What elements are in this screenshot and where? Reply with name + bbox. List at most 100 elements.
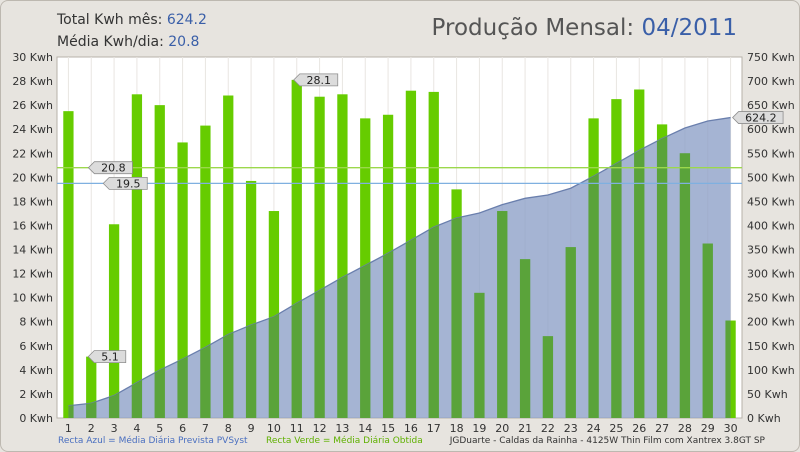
x-tick-label: 25 <box>609 422 623 435</box>
x-tick-label: 16 <box>404 422 418 435</box>
green-line-legend: Recta Verde = Média Diária Obtida <box>266 435 423 446</box>
x-tick-label: 24 <box>587 422 601 435</box>
bar-over-area-20 <box>497 211 508 418</box>
blue-line-legend: Recta Azul = Média Diária Prevista PVSys… <box>58 435 248 446</box>
x-tick-label: 27 <box>655 422 669 435</box>
total-label: Total Kwh mês: <box>57 12 163 28</box>
x-tick-label: 3 <box>111 422 118 435</box>
right-tick-label: 200 Kwh <box>747 316 795 329</box>
bar-day-13 <box>337 94 348 418</box>
left-tick-label: 16 Kwh <box>12 219 53 232</box>
bar-over-area-19 <box>474 292 485 418</box>
right-tick-label: 750 Kwh <box>747 51 795 64</box>
bar-callout-day-2: 5.1 <box>87 350 127 364</box>
bar-day-1 <box>63 111 74 419</box>
callouts: 20.8 19.5 5.1 28.1 624.2 <box>87 73 784 364</box>
bar-over-area-28 <box>679 153 691 418</box>
bar-over-area-29 <box>702 243 713 418</box>
reference-callout-blue-text: 19.5 <box>116 177 141 190</box>
bar-day-4 <box>131 94 143 418</box>
reference-callout-green: 20.8 <box>87 161 133 175</box>
right-tick-label: 700 Kwh <box>747 75 795 88</box>
x-tick-label: 29 <box>701 422 715 435</box>
left-tick-label: 14 Kwh <box>12 244 53 257</box>
left-tick-label: 20 Kwh <box>12 171 53 184</box>
daily-average-stat: Média Kwh/dia: 20.8 <box>57 34 199 50</box>
bar-over-area-25 <box>611 117 622 418</box>
left-tick-label: 26 Kwh <box>12 99 53 112</box>
bar-callout-day-11-text: 28.1 <box>307 74 332 87</box>
bar-day-5 <box>154 105 165 418</box>
right-tick-label: 650 Kwh <box>747 99 795 112</box>
bar-day-8 <box>223 95 234 419</box>
left-tick-label: 6 Kwh <box>19 340 53 353</box>
bar-over-area-24 <box>588 118 599 419</box>
bar-day-11 <box>291 79 302 418</box>
bar-day-30 <box>725 320 736 418</box>
left-tick-label: 2 Kwh <box>19 388 53 401</box>
bar-day-2 <box>86 356 97 418</box>
right-tick-label: 400 Kwh <box>747 219 795 232</box>
title-label: Produção Mensal: <box>431 15 635 41</box>
bar-over-area-27 <box>656 124 668 419</box>
reference-callout-blue: 19.5 <box>102 176 148 190</box>
right-tick-label: 300 Kwh <box>747 268 795 281</box>
right-tick-label: 50 Kwh <box>747 388 788 401</box>
right-tick-label: 0 Kwh <box>747 412 781 425</box>
right-tick-label: 100 Kwh <box>747 364 795 377</box>
bar-over-area-15 <box>382 117 394 418</box>
left-tick-label: 0 Kwh <box>19 412 53 425</box>
average-value: 20.8 <box>168 34 200 50</box>
bar-day-6 <box>177 142 188 419</box>
bar-day-12 <box>314 96 325 419</box>
bar-over-area-30 <box>725 320 731 418</box>
x-tick-label: 8 <box>225 422 232 435</box>
title-period: 04/2011 <box>641 15 737 41</box>
bar-callout-day-2-text: 5.1 <box>101 351 119 364</box>
x-tick-label: 22 <box>541 422 555 435</box>
x-tick-label: 7 <box>202 422 209 435</box>
left-tick-label: 8 Kwh <box>19 316 53 329</box>
right-tick-label: 350 Kwh <box>747 244 795 257</box>
x-tick-label: 5 <box>156 422 163 435</box>
bar-day-3 <box>108 224 120 418</box>
bar-day-10 <box>268 211 280 418</box>
left-tick-label: 12 Kwh <box>12 268 53 281</box>
x-tick-label: 14 <box>358 422 372 435</box>
left-tick-label: 4 Kwh <box>19 364 53 377</box>
reference-lines <box>57 167 742 185</box>
right-tick-label: 450 Kwh <box>747 195 795 208</box>
right-tick-label: 500 Kwh <box>747 171 795 184</box>
total-value: 624.2 <box>166 12 207 28</box>
x-tick-label: 12 <box>313 422 327 435</box>
left-tick-label: 10 Kwh <box>12 292 53 305</box>
x-tick-label: 30 <box>724 422 738 435</box>
x-tick-label: 17 <box>427 422 441 435</box>
right-tick-label: 600 Kwh <box>747 123 795 136</box>
bar-over-area-26 <box>634 117 645 419</box>
average-label: Média Kwh/dia: <box>57 34 164 50</box>
x-tick-label: 1 <box>65 422 72 435</box>
cumulative-area-fill <box>68 117 731 419</box>
right-tick-label: 550 Kwh <box>747 147 795 160</box>
x-tick-label: 9 <box>248 422 255 435</box>
total-callout: 624.2 <box>732 111 784 125</box>
left-tick-label: 22 Kwh <box>12 147 53 160</box>
x-tick-label: 13 <box>335 422 349 435</box>
x-tick-label: 19 <box>472 422 486 435</box>
x-tick-label: 28 <box>678 422 692 435</box>
x-tick-label: 11 <box>290 422 304 435</box>
bar-over-area-18 <box>451 189 462 418</box>
bar-day-9 <box>245 180 257 418</box>
x-tick-label: 18 <box>450 422 464 435</box>
credit-text: JGDuarte - Caldas da Rainha - 4125W Thin… <box>449 436 766 446</box>
right-tick-label: 250 Kwh <box>747 292 795 305</box>
bar-over-area-23 <box>565 247 576 418</box>
x-tick-label: 20 <box>495 422 509 435</box>
x-tick-label: 26 <box>632 422 646 435</box>
right-tick-label: 150 Kwh <box>747 340 795 353</box>
left-tick-label: 18 Kwh <box>12 195 53 208</box>
bar-over-area-22 <box>542 336 554 418</box>
